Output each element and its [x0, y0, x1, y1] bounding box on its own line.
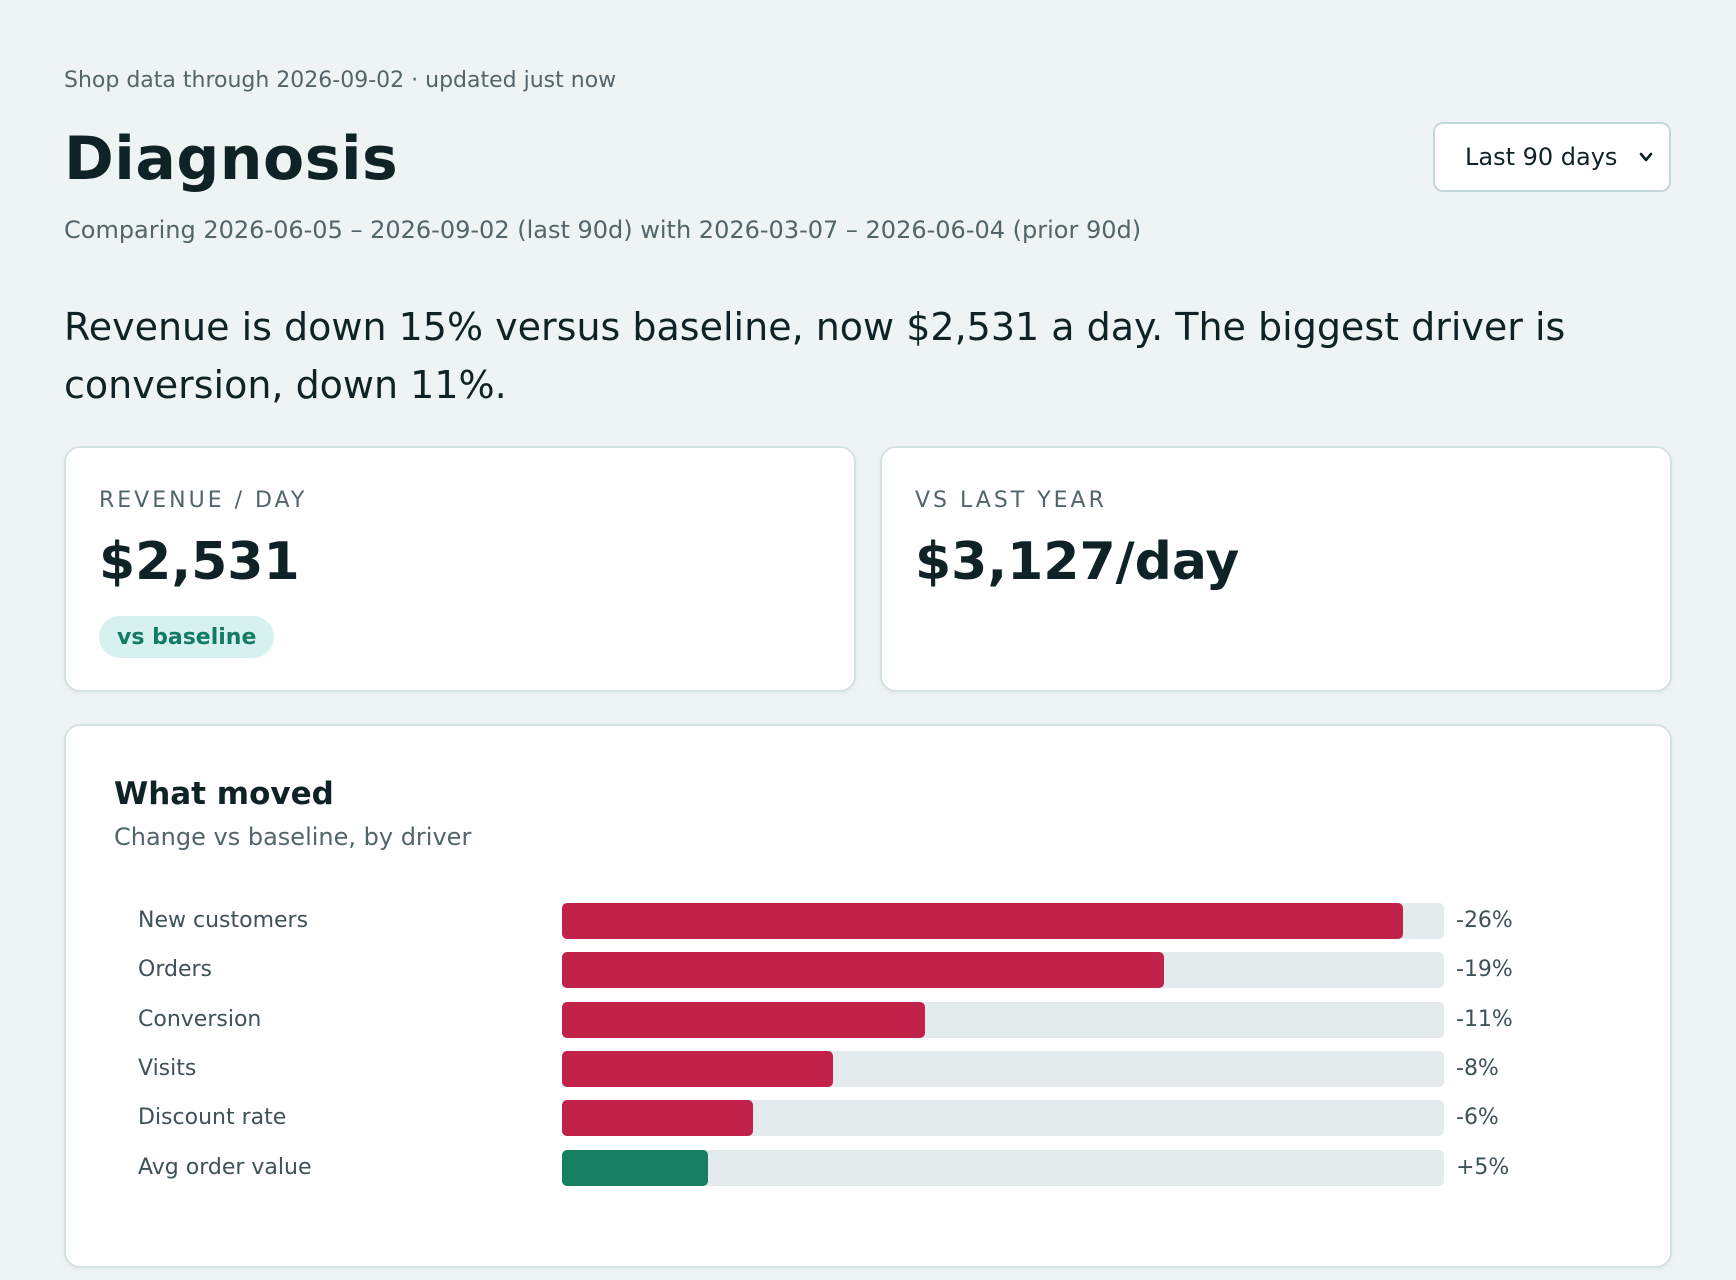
page-title: Diagnosis [64, 124, 399, 194]
driver-value: -8% [1456, 1055, 1499, 1081]
driver-label: New customers [138, 908, 309, 933]
driver-label: Discount rate [138, 1105, 287, 1131]
data-freshness-text: Shop data through 2026-09-02 · updated j… [64, 68, 617, 93]
driver-value: +5% [1456, 1154, 1510, 1180]
kpi-value: $2,531 [99, 532, 300, 592]
driver-value: -6% [1456, 1105, 1499, 1131]
date-range-value: Last 90 days [1465, 143, 1618, 171]
driver-row: Orders -19% [66, 951, 1670, 989]
what-moved-card: What moved Change vs baseline, by driver… [64, 724, 1672, 1268]
driver-bar [562, 1050, 833, 1087]
date-range-select[interactable]: Last 90 days [1433, 122, 1671, 192]
driver-bar [562, 952, 1165, 989]
vs-baseline-badge: vs baseline [99, 616, 275, 658]
driver-label: Orders [138, 957, 212, 983]
driver-row: New customers -26% [66, 902, 1670, 940]
diagnosis-headline: Revenue is down 15% versus baseline, now… [64, 305, 1566, 407]
driver-bar [562, 1149, 709, 1186]
driver-bar-track [562, 952, 1444, 989]
driver-row: Conversion -11% [66, 1001, 1670, 1039]
driver-label: Avg order value [138, 1154, 312, 1180]
driver-row: Discount rate -6% [66, 1099, 1670, 1137]
driver-value: -11% [1456, 1006, 1513, 1032]
kpi-label: VS LAST YEAR [915, 488, 1107, 513]
revenue-per-day-card: REVENUE / DAY $2,531 vs baseline [64, 446, 856, 692]
driver-value: -19% [1456, 957, 1513, 983]
driver-bar [562, 1100, 753, 1137]
driver-label: Visits [138, 1055, 197, 1081]
driver-bar [562, 1001, 925, 1038]
driver-bar-track [562, 903, 1444, 939]
driver-bar-track [562, 1149, 1444, 1186]
section-subtitle: Change vs baseline, by driver [114, 823, 472, 851]
chevron-down-icon [1639, 152, 1653, 162]
driver-row: Avg order value +5% [66, 1149, 1670, 1187]
kpi-label: REVENUE / DAY [99, 488, 308, 513]
driver-bar-track [562, 1050, 1444, 1087]
kpi-value: $3,127/day [915, 532, 1240, 592]
driver-bar-track [562, 1100, 1444, 1137]
comparison-range-text: Comparing 2026-06-05 – 2026-09-02 (last … [64, 216, 1142, 244]
section-title: What moved [114, 776, 334, 812]
vs-last-year-card: VS LAST YEAR $3,127/day [880, 446, 1672, 692]
driver-row: Visits -8% [66, 1050, 1670, 1088]
driver-value: -26% [1456, 908, 1513, 933]
driver-bar [562, 903, 1403, 939]
driver-label: Conversion [138, 1006, 262, 1032]
driver-bar-track [562, 1001, 1444, 1038]
